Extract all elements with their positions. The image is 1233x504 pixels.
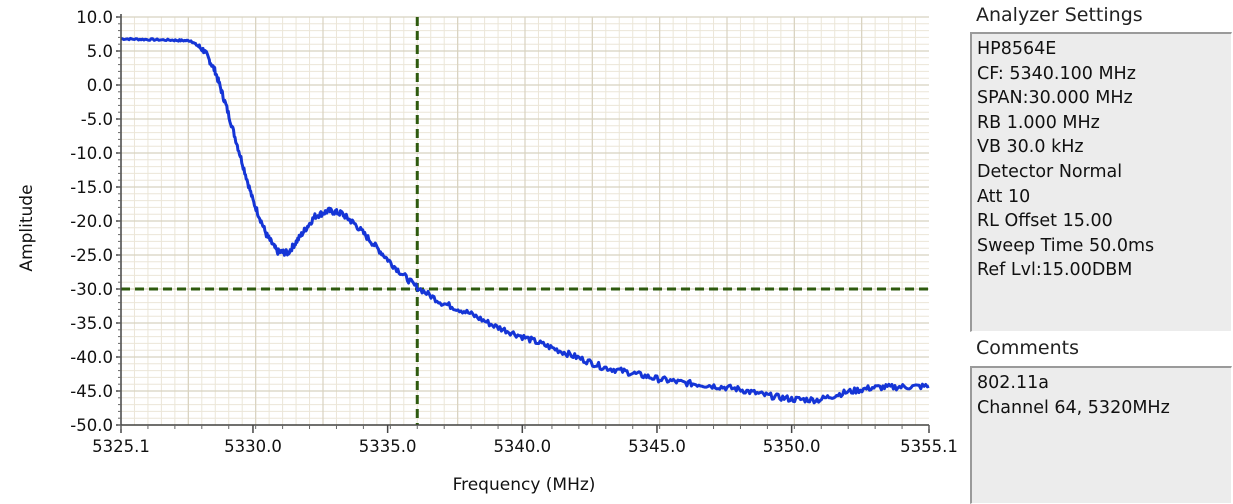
analyzer-settings-title: Analyzer Settings — [964, 2, 1233, 32]
y-tick-label: -25.0 — [70, 246, 113, 265]
series-line-0 — [120, 36, 930, 405]
cursor-lines — [121, 17, 929, 425]
analyzer-setting-line: Detector Normal — [977, 161, 1123, 182]
axes: 10.0 5.0 0.0 -5.0 -10.0 -15.0 -20.0 -25.0 -30.0 -… — [70, 8, 958, 456]
y-tick-label: -30.0 — [70, 280, 113, 299]
comments-panel[interactable]: 802.11a Channel 64, 5320MHz — [970, 366, 1232, 504]
plot-grid — [121, 16, 929, 426]
analyzer-setting-line: HP8564E — [977, 39, 1057, 59]
y-tick-label: 0.0 — [87, 76, 113, 95]
analyzer-setting-line: Sweep Time 50.0ms — [977, 235, 1155, 256]
analyzer-setting-line: VB 30.0 kHz — [977, 137, 1084, 158]
y-tick-label: -35.0 — [70, 314, 113, 333]
y-tick-label: -20.0 — [70, 212, 113, 231]
analyzer-settings-panel: HP8564E CF: 5340.100 MHz SPAN:30.000 MHz RB… — [970, 32, 1232, 332]
comments-title: Comments — [964, 335, 1233, 365]
analyzer-setting-line: Att 10 — [977, 186, 1031, 207]
y-tick-label: -15.0 — [70, 178, 113, 197]
y-tick-label: -50.0 — [70, 416, 113, 435]
y-tick-label: -40.0 — [70, 348, 113, 367]
y-tick-label: 5.0 — [87, 42, 113, 61]
x-tick-label: 5345.0 — [628, 437, 686, 456]
y-tick-label: -10.0 — [70, 144, 113, 163]
y-tick-label: -5.0 — [81, 110, 113, 129]
comment-line: Channel 64, 5320MHz — [977, 397, 1170, 418]
panel-divider — [958, 0, 966, 504]
y-tick-label: 10.0 — [76, 8, 113, 27]
x-tick-label: 5335.0 — [359, 437, 417, 456]
comment-line: 802.11a — [977, 373, 1049, 393]
analyzer-setting-line: SPAN:30.000 MHz — [977, 88, 1133, 109]
analyzer-setting-line: RL Offset 15.00 — [977, 211, 1113, 232]
x-tick-label: 5330.0 — [224, 437, 282, 456]
x-tick-label: 5355.1 — [900, 437, 958, 456]
x-tick-label: 5350.0 — [763, 437, 821, 456]
analyzer-setting-line: RB 1.000 MHz — [977, 112, 1100, 133]
analyzer-setting-line: CF: 5340.100 MHz — [977, 63, 1136, 84]
analyzer-setting-line: Ref Lvl:15.00DBM — [977, 260, 1133, 281]
y-tick-label: -45.0 — [70, 382, 113, 401]
x-tick-label: 5325.1 — [92, 437, 150, 456]
y-axis-title: Amplitude — [17, 184, 37, 271]
x-axis-title: Frequency (MHz) — [453, 475, 596, 495]
spectrum-chart: 10.0 5.0 0.0 -5.0 -10.0 -15.0 -20.0 -25.0 -30.0 -… — [17, 8, 958, 495]
x-tick-label: 5340.0 — [493, 437, 551, 456]
trace-layer — [120, 36, 930, 405]
